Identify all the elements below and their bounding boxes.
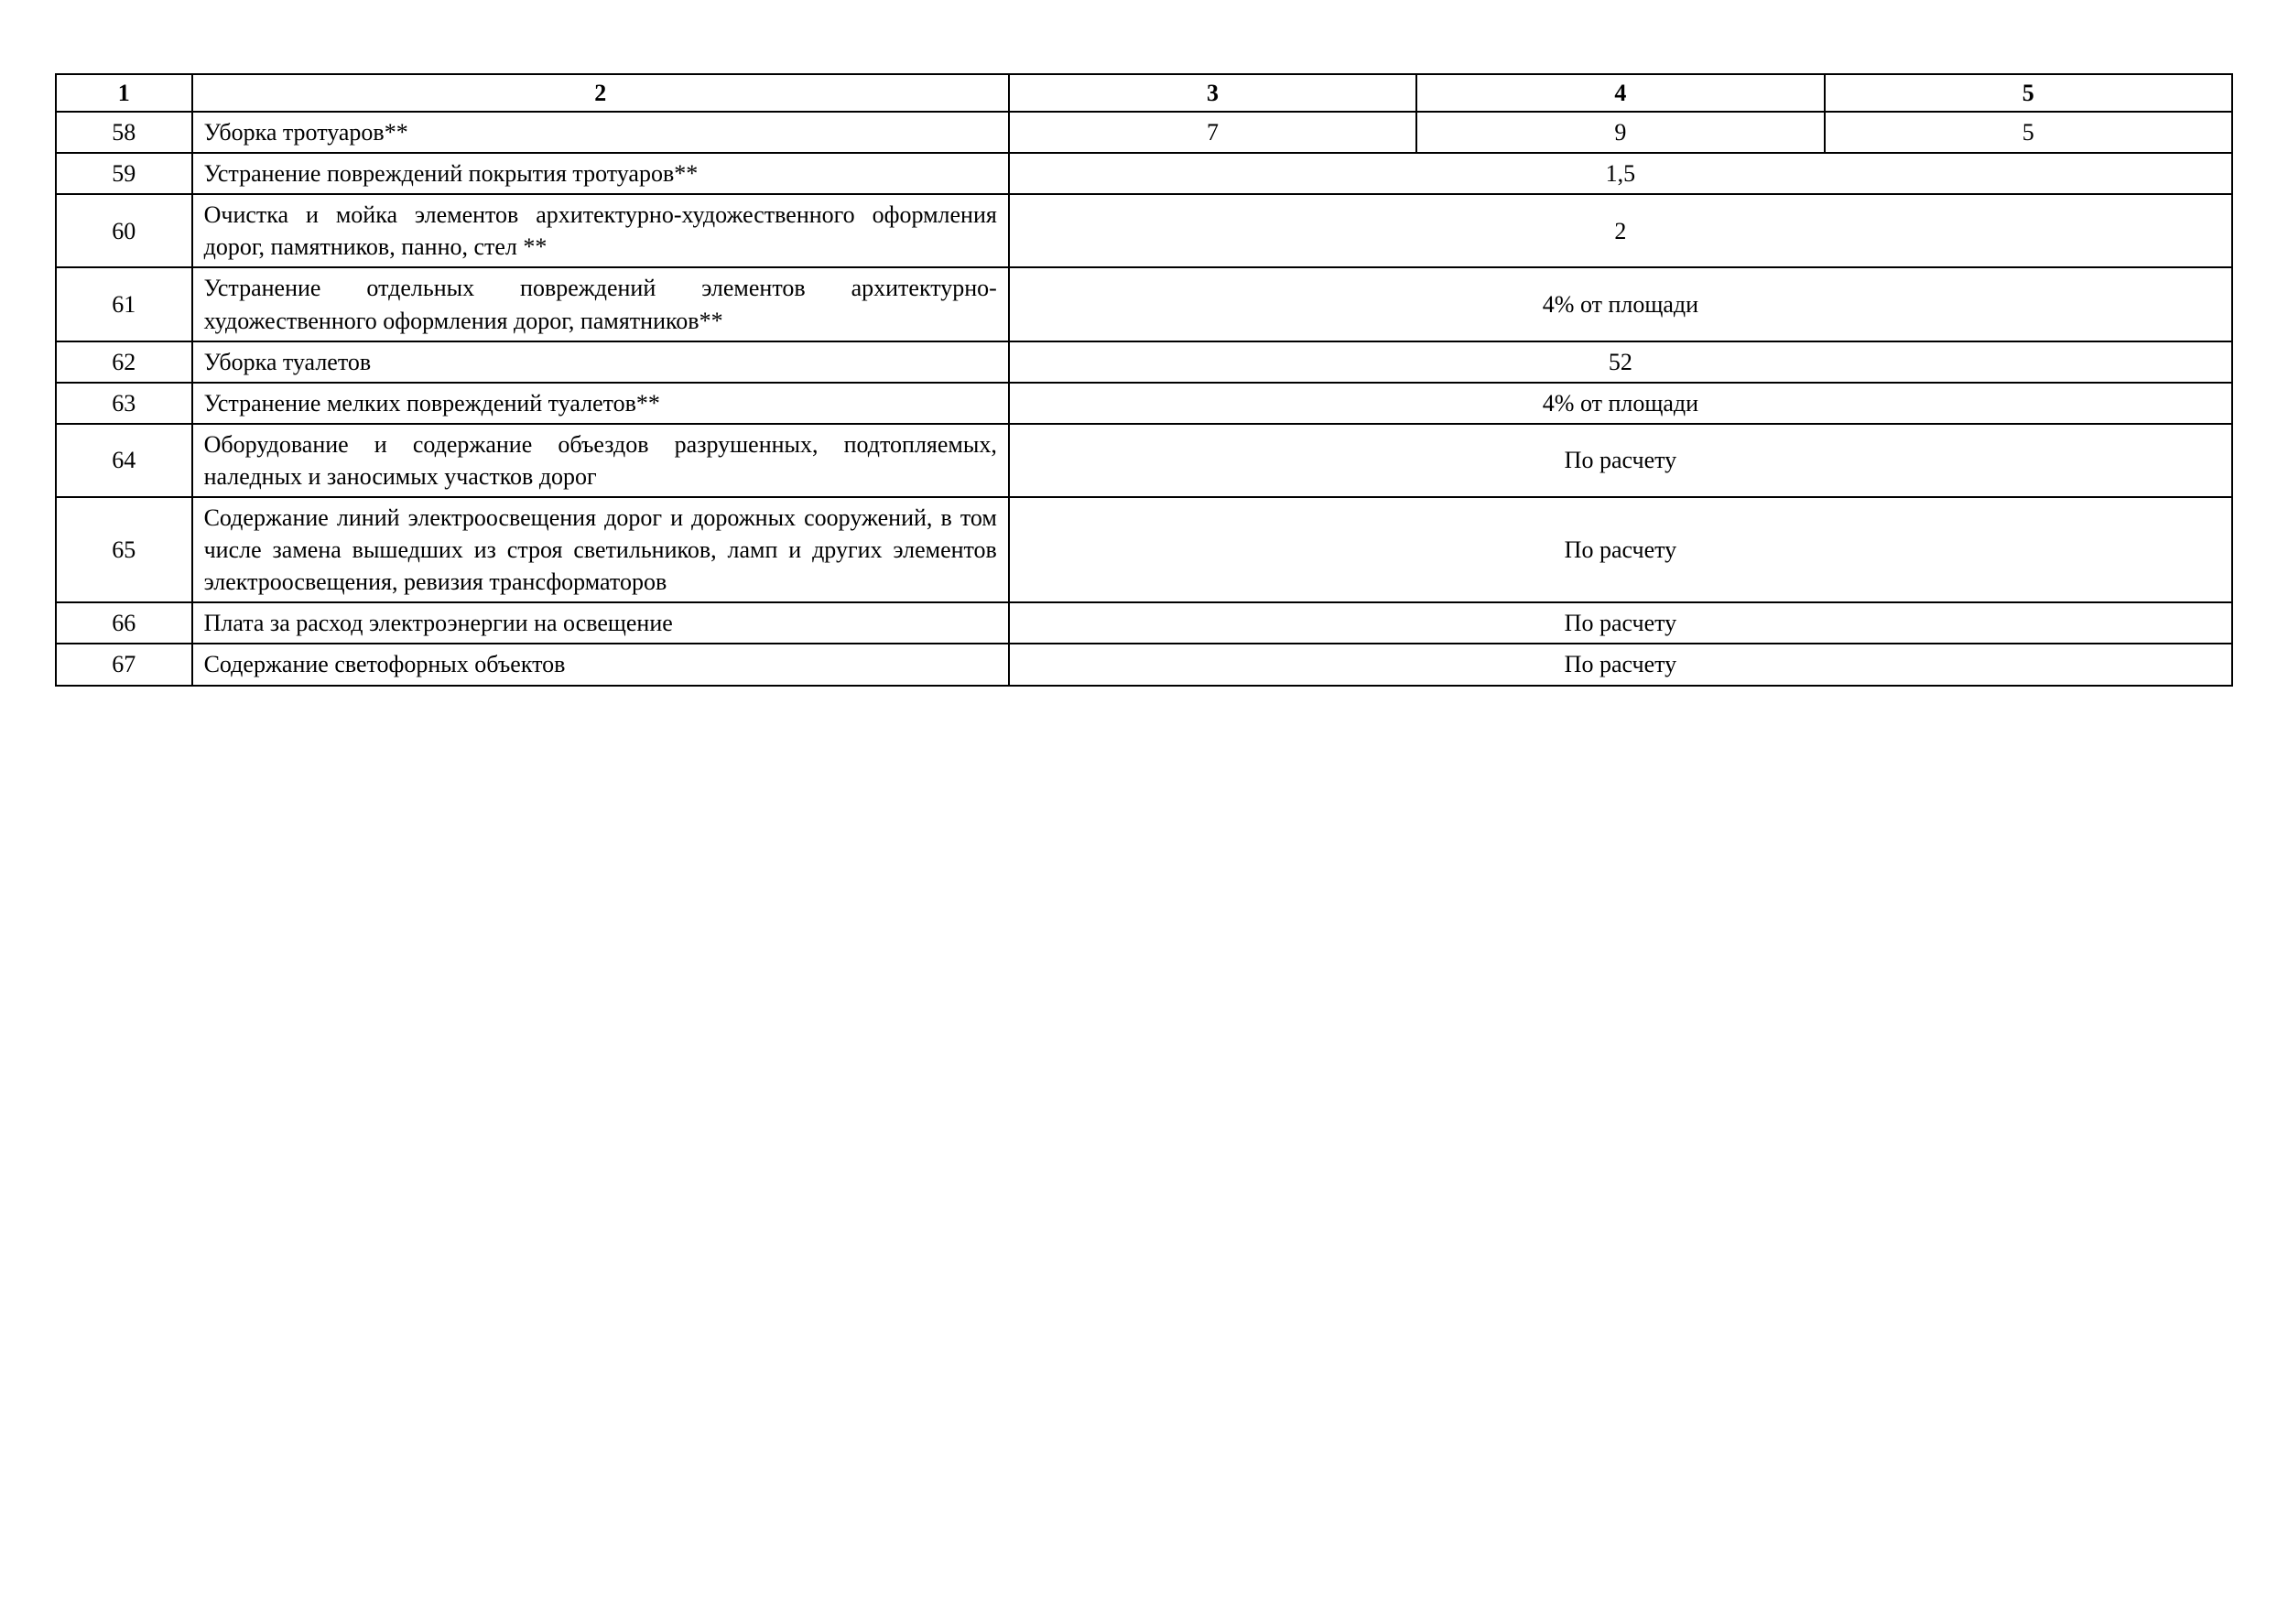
row-description: Устранение отдельных повреждений элемент… (192, 267, 1009, 341)
table-row: 63 Устранение мелких повреждений туалето… (56, 383, 2232, 424)
row-number: 59 (56, 153, 192, 194)
row-description: Очистка и мойка элементов архитектурно-х… (192, 194, 1009, 267)
row-merged-value: По расчету (1009, 644, 2232, 685)
row-description: Устранение повреждений покрытия тротуаро… (192, 153, 1009, 194)
row-number: 58 (56, 112, 192, 153)
row-description: Плата за расход электроэнергии на освеще… (192, 602, 1009, 644)
data-table: 1 2 3 4 5 58 Уборка тротуаров** 7 9 5 59… (55, 73, 2233, 687)
row-merged-value: 52 (1009, 341, 2232, 383)
table-row: 60 Очистка и мойка элементов архитектурн… (56, 194, 2232, 267)
row-number: 67 (56, 644, 192, 685)
table-row: 67 Содержание светофорных объектов По ра… (56, 644, 2232, 685)
row-number: 62 (56, 341, 192, 383)
table-row: 59 Устранение повреждений покрытия троту… (56, 153, 2232, 194)
row-description: Уборка туалетов (192, 341, 1009, 383)
table-row: 65 Содержание линий электроосвещения дор… (56, 497, 2232, 602)
row-description: Устранение мелких повреждений туалетов** (192, 383, 1009, 424)
row-merged-value: По расчету (1009, 497, 2232, 602)
row-number: 64 (56, 424, 192, 497)
header-col-5: 5 (1825, 74, 2232, 112)
row-merged-value: По расчету (1009, 424, 2232, 497)
table-row: 61 Устранение отдельных повреждений элем… (56, 267, 2232, 341)
row-description: Уборка тротуаров** (192, 112, 1009, 153)
header-col-4: 4 (1416, 74, 1824, 112)
row-description: Оборудование и содержание объездов разру… (192, 424, 1009, 497)
header-col-3: 3 (1009, 74, 1416, 112)
table-row: 58 Уборка тротуаров** 7 9 5 (56, 112, 2232, 153)
row-number: 61 (56, 267, 192, 341)
row-number: 66 (56, 602, 192, 644)
row-value-4: 9 (1416, 112, 1824, 153)
row-merged-value: По расчету (1009, 602, 2232, 644)
row-merged-value: 1,5 (1009, 153, 2232, 194)
row-merged-value: 2 (1009, 194, 2232, 267)
row-value-3: 7 (1009, 112, 1416, 153)
row-number: 63 (56, 383, 192, 424)
row-value-5: 5 (1825, 112, 2232, 153)
table-row: 64 Оборудование и содержание объездов ра… (56, 424, 2232, 497)
row-description: Содержание светофорных объектов (192, 644, 1009, 685)
row-merged-value: 4% от площади (1009, 267, 2232, 341)
table-header-row: 1 2 3 4 5 (56, 74, 2232, 112)
table-row: 66 Плата за расход электроэнергии на осв… (56, 602, 2232, 644)
row-number: 60 (56, 194, 192, 267)
header-col-2: 2 (192, 74, 1009, 112)
table-row: 62 Уборка туалетов 52 (56, 341, 2232, 383)
header-col-1: 1 (56, 74, 192, 112)
row-merged-value: 4% от площади (1009, 383, 2232, 424)
row-description: Содержание линий электроосвещения дорог … (192, 497, 1009, 602)
row-number: 65 (56, 497, 192, 602)
